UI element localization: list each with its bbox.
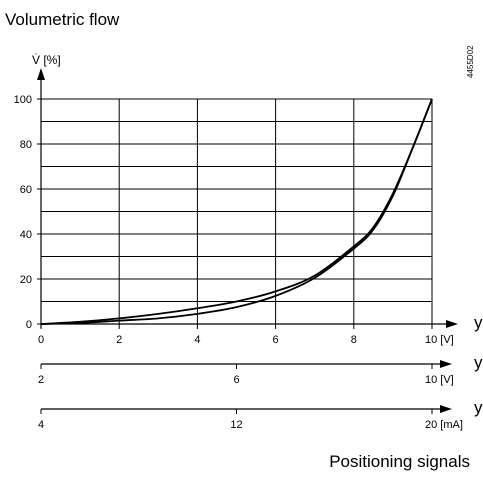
signal-axis-arrow	[440, 405, 452, 413]
y-tick-label: 0	[26, 319, 32, 331]
signal-tick-label: 6	[273, 334, 279, 346]
signal-tick-label: 6	[233, 374, 239, 386]
signal-tick-label: 0	[38, 334, 44, 346]
signal-tick-label: 20 [mA]	[425, 419, 463, 431]
signal-tick-label: 8	[351, 334, 357, 346]
signal-tick-label: 4	[194, 334, 200, 346]
y-axis-label: V̇ [%]	[32, 53, 61, 67]
signal-tick-label: 12	[230, 419, 242, 431]
signal-axis-arrow	[440, 360, 452, 368]
signal-axis-name: y	[474, 313, 483, 332]
flow-curve	[40, 98, 433, 325]
signal-axis-name: y	[474, 398, 483, 417]
chart-title: Volumetric flow	[5, 10, 120, 29]
y-tick-label: 60	[20, 184, 32, 196]
signal-tick-label: 4	[38, 419, 44, 431]
signal-tick-label: 2	[116, 334, 122, 346]
signal-axis-name: y	[474, 353, 483, 372]
plot-area: 0 20 40 60 80 100 y 0 2 4 6 8 10 [V] y 2 6 10 [V] y 4 12 20 …	[14, 68, 483, 431]
signal-tick-label: 10 [V]	[425, 374, 454, 386]
y-tick-label: 40	[20, 229, 32, 241]
signal-axis-arrow	[446, 320, 458, 328]
y-tick-label: 20	[20, 274, 32, 286]
signal-tick-label: 10 [V]	[425, 334, 454, 346]
signal-tick-label: 2	[38, 374, 44, 386]
reference-code: 4455D02	[466, 45, 475, 78]
flow-curve	[40, 98, 433, 325]
y-tick-label: 80	[20, 139, 32, 151]
y-axis-arrow	[37, 68, 45, 80]
x-axis-label: Positioning signals	[329, 452, 470, 471]
y-tick-label: 100	[14, 94, 32, 106]
